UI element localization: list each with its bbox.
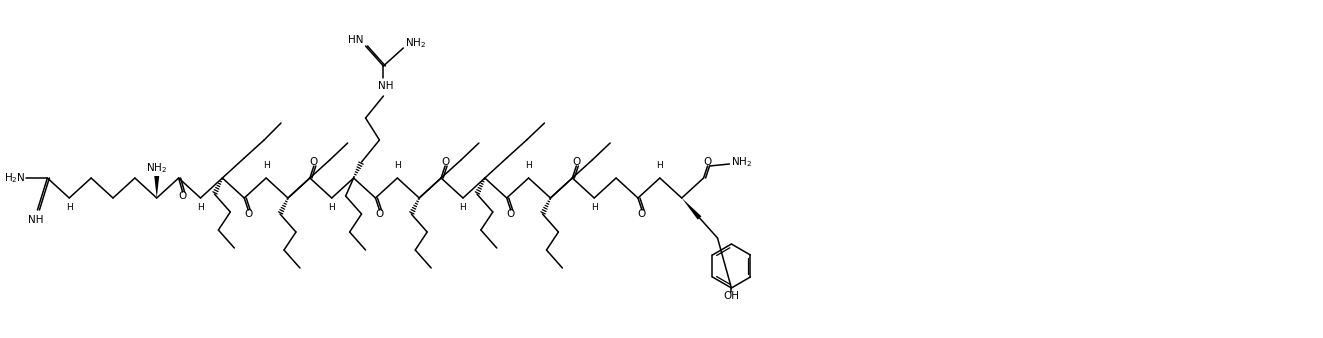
Text: OH: OH bbox=[724, 291, 740, 301]
Text: O: O bbox=[441, 157, 450, 167]
Text: O: O bbox=[310, 157, 318, 167]
Text: NH: NH bbox=[377, 81, 393, 91]
Text: H: H bbox=[66, 203, 73, 213]
Text: O: O bbox=[507, 209, 515, 219]
Text: H: H bbox=[591, 203, 598, 213]
Text: H: H bbox=[263, 162, 270, 170]
Polygon shape bbox=[681, 198, 701, 220]
Text: O: O bbox=[245, 209, 253, 219]
Text: NH$_2$: NH$_2$ bbox=[146, 161, 167, 175]
Text: H: H bbox=[656, 162, 663, 170]
Text: NH: NH bbox=[28, 215, 44, 225]
Text: H: H bbox=[197, 203, 204, 213]
Text: H$_2$N: H$_2$N bbox=[4, 171, 25, 185]
Polygon shape bbox=[155, 176, 159, 198]
Text: O: O bbox=[179, 191, 187, 201]
Text: NH$_2$: NH$_2$ bbox=[732, 155, 753, 169]
Text: NH$_2$: NH$_2$ bbox=[405, 36, 426, 50]
Text: H: H bbox=[394, 162, 401, 170]
Text: H: H bbox=[328, 203, 335, 213]
Text: O: O bbox=[376, 209, 384, 219]
Text: HN: HN bbox=[348, 35, 364, 45]
Text: H: H bbox=[525, 162, 532, 170]
Text: O: O bbox=[572, 157, 581, 167]
Text: O: O bbox=[638, 209, 646, 219]
Text: H: H bbox=[459, 203, 466, 213]
Text: O: O bbox=[704, 157, 712, 167]
